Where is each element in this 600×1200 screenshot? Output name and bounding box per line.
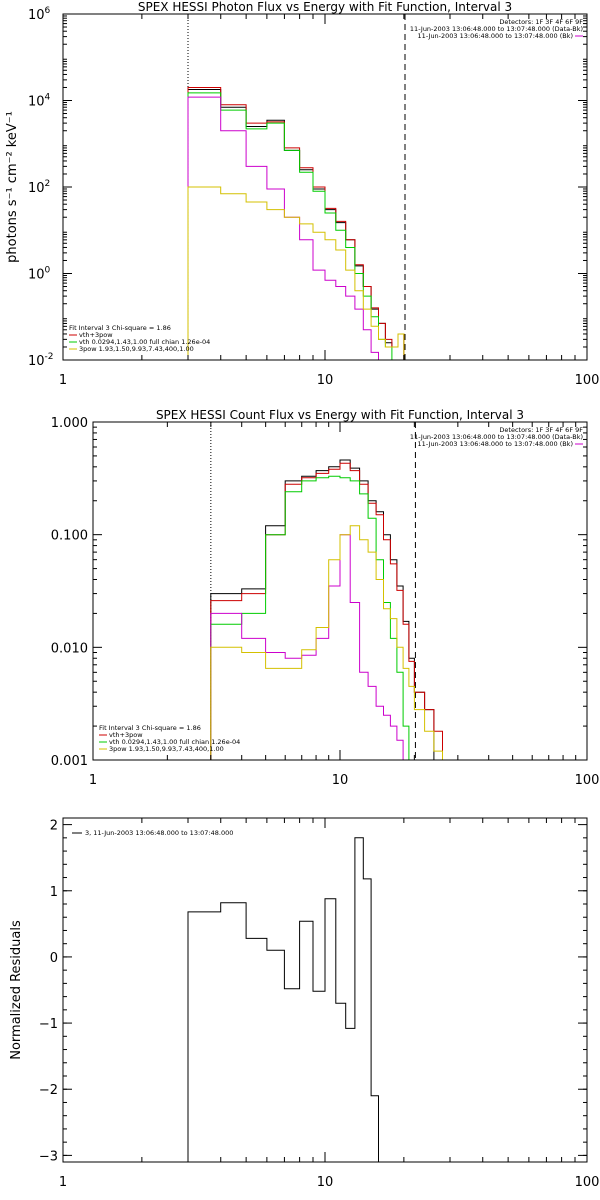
y-tick-label: 1.000 bbox=[51, 416, 88, 431]
plot-frame bbox=[92, 421, 588, 761]
legend-entry: 3pow 1.93,1.50,9.93,7.43,400,1.00 bbox=[109, 745, 224, 753]
y-tick-exponent: 2 bbox=[45, 179, 51, 189]
data-series-1 bbox=[187, 89, 425, 361]
x-tick-label: 10 bbox=[317, 373, 334, 388]
chart-title: SPEX HESSI Photon Flux vs Energy with Fi… bbox=[138, 0, 512, 14]
info-line: 11-Jun-2003 13:06:48.000 to 13:07:48.000… bbox=[418, 440, 573, 448]
legend-entry: vth 0.0294,1.43,1.00 full chian 1.26e-04 bbox=[109, 738, 240, 746]
y-tick-base: 10 bbox=[28, 354, 45, 369]
info-line: 11-Jun-2003 13:06:48.000 to 13:07:48.000… bbox=[410, 433, 583, 441]
y-tick-label: 104 bbox=[28, 93, 51, 110]
y-tick-base: 10 bbox=[28, 8, 45, 23]
x-tick-label: 1 bbox=[59, 1175, 67, 1190]
y-tick-base: 10 bbox=[28, 95, 45, 110]
y-axis-label: Normalized Residuals bbox=[9, 920, 24, 1060]
y-tick-label: 102 bbox=[28, 179, 50, 196]
x-tick-label: 1 bbox=[89, 773, 97, 788]
x-tick-label: 1 bbox=[59, 373, 67, 388]
info-line: Detectors: 1F 3F 4F 6F 9F bbox=[499, 18, 583, 26]
y-tick-label: −2 bbox=[39, 1083, 58, 1098]
x-tick-label: 10 bbox=[332, 773, 349, 788]
data-series-1 bbox=[187, 837, 379, 1162]
chart-title: SPEX HESSI Count Flux vs Energy with Fit… bbox=[156, 408, 524, 422]
legend-entry: vth 0.0294,1.43,1.00 full chian 1.26e-04 bbox=[79, 338, 210, 346]
y-tick-label: −3 bbox=[39, 1149, 58, 1164]
legend-title: Fit Interval 3 Chi-square = 1.86 bbox=[69, 324, 171, 332]
y-tick-label: 100 bbox=[28, 266, 51, 283]
y-tick-label: 0.100 bbox=[51, 529, 88, 544]
legend-entry: 3pow 1.93,1.50,9.93,7.43,400,1.00 bbox=[79, 345, 194, 353]
x-tick-label: 100 bbox=[575, 1175, 600, 1190]
x-tick-label: 10 bbox=[317, 1175, 334, 1190]
data-series-1 bbox=[210, 459, 435, 760]
chart-panel-2: SPEX HESSI Count Flux vs Energy with Fit… bbox=[51, 408, 600, 788]
data-series-5 bbox=[187, 186, 443, 361]
y-tick-label: 10-2 bbox=[28, 352, 54, 369]
y-tick-label: 1 bbox=[50, 885, 58, 900]
y-tick-label: −1 bbox=[39, 1017, 58, 1032]
y-tick-base: 10 bbox=[28, 181, 45, 196]
legend-title: Fit Interval 3 Chi-square = 1.86 bbox=[99, 724, 201, 732]
y-tick-label: 0.010 bbox=[51, 641, 88, 656]
y-tick-exponent: 6 bbox=[45, 6, 51, 16]
y-tick-exponent: 0 bbox=[45, 266, 51, 276]
info-line: 11-Jun-2003 13:06:48.000 to 13:07:48.000… bbox=[418, 32, 573, 40]
info-line: 11-Jun-2003 13:06:48.000 to 13:07:48.000… bbox=[410, 25, 583, 33]
y-tick-label: 2 bbox=[50, 819, 58, 834]
data-series-2 bbox=[210, 462, 443, 760]
legend-entry: vth+3pow bbox=[79, 331, 113, 339]
data-series-5 bbox=[210, 525, 443, 760]
legend-entry: 3, 11-Jun-2003 13:06:48.000 to 13:07:48.… bbox=[85, 829, 233, 837]
data-series-4 bbox=[187, 96, 392, 361]
y-tick-exponent: 4 bbox=[45, 93, 51, 103]
legend-entry: vth+3pow bbox=[109, 731, 143, 739]
y-tick-label: 0 bbox=[50, 951, 58, 966]
y-axis-label: photons s⁻¹ cm⁻² keV⁻¹ bbox=[5, 111, 20, 263]
chart-panel-1: SPEX HESSI Photon Flux vs Energy with Fi… bbox=[5, 0, 599, 388]
y-tick-label: 0.001 bbox=[51, 754, 88, 769]
y-tick-base: 10 bbox=[28, 268, 45, 283]
data-series-3 bbox=[210, 475, 415, 761]
x-tick-label: 100 bbox=[575, 773, 600, 788]
info-line: Detectors: 1F 3F 4F 6F 9F bbox=[499, 426, 583, 434]
y-tick-exponent: -2 bbox=[45, 352, 54, 362]
x-tick-label: 100 bbox=[575, 373, 600, 388]
y-tick-label: 106 bbox=[28, 6, 51, 23]
